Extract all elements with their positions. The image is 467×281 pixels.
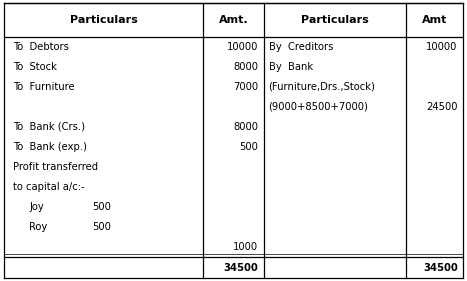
Text: Joy: Joy [29, 202, 44, 212]
Text: To  Bank (exp.): To Bank (exp.) [13, 142, 87, 152]
Text: By  Bank: By Bank [269, 62, 312, 72]
Text: To  Bank (Crs.): To Bank (Crs.) [13, 122, 85, 132]
Text: Amt.: Amt. [219, 15, 248, 25]
Text: Profit transferred: Profit transferred [13, 162, 98, 172]
Text: Particulars: Particulars [301, 15, 369, 25]
Text: Roy: Roy [29, 222, 48, 232]
Text: 500: 500 [240, 142, 258, 152]
Text: 500: 500 [92, 222, 111, 232]
Text: 8000: 8000 [233, 122, 258, 132]
Text: (9000+8500+7000): (9000+8500+7000) [269, 102, 368, 112]
Text: To  Debtors: To Debtors [13, 42, 69, 52]
Text: 500: 500 [92, 202, 111, 212]
Text: 1000: 1000 [233, 242, 258, 252]
Text: By  Creditors: By Creditors [269, 42, 333, 52]
Text: to capital a/c:-: to capital a/c:- [13, 182, 85, 192]
Text: Particulars: Particulars [70, 15, 137, 25]
Text: 10000: 10000 [227, 42, 258, 52]
Text: 24500: 24500 [426, 102, 458, 112]
Text: 34500: 34500 [224, 262, 258, 273]
Text: To  Stock: To Stock [13, 62, 57, 72]
Text: 8000: 8000 [233, 62, 258, 72]
Text: Amt: Amt [422, 15, 447, 25]
Text: (Furniture,Drs.,Stock): (Furniture,Drs.,Stock) [269, 82, 375, 92]
Text: 34500: 34500 [423, 262, 458, 273]
Text: 10000: 10000 [426, 42, 458, 52]
Text: To  Furniture: To Furniture [13, 82, 75, 92]
Text: 7000: 7000 [233, 82, 258, 92]
